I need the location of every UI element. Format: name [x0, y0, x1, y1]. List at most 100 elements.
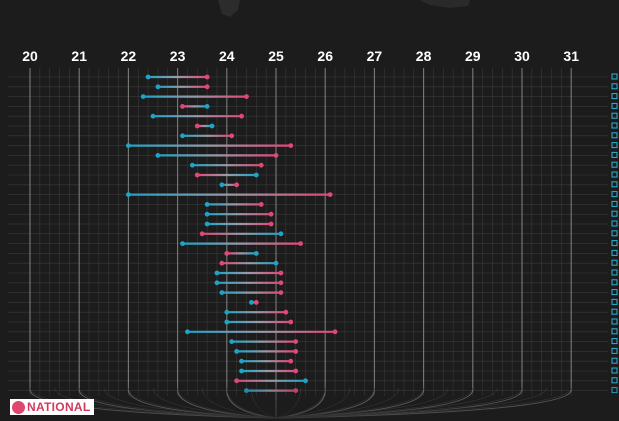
- end-point: [293, 339, 299, 344]
- start-point: [239, 368, 244, 374]
- end-point: [273, 153, 279, 158]
- end-point: [180, 104, 185, 109]
- start-point: [278, 231, 284, 237]
- end-point: [288, 358, 294, 364]
- start-point: [204, 202, 210, 207]
- brand-logo: NATIONAL: [10, 399, 94, 415]
- grid: [8, 68, 608, 396]
- edge-marker: [611, 73, 618, 80]
- start-point: [214, 280, 220, 286]
- end-point: [239, 113, 244, 119]
- start-point: [155, 153, 161, 158]
- end-point: [332, 329, 338, 335]
- end-point: [229, 133, 235, 139]
- edge-marker: [611, 338, 618, 345]
- start-point: [249, 300, 254, 305]
- end-point: [194, 172, 200, 178]
- end-point: [258, 162, 264, 168]
- edge-marker: [611, 200, 618, 207]
- edge-marker: [611, 269, 618, 276]
- end-point: [293, 349, 299, 354]
- x-tick-label: 22: [121, 48, 137, 64]
- end-point: [219, 260, 225, 266]
- start-point: [253, 172, 259, 178]
- edge-marker: [611, 298, 618, 305]
- start-point: [189, 162, 195, 168]
- axis-line: [275, 68, 523, 419]
- edge-marker: [611, 308, 618, 315]
- start-point: [145, 74, 151, 80]
- edge-marker: [611, 191, 618, 198]
- x-axis: 20 21 22 23 24 25 26 27 28 29 30 31: [22, 48, 579, 419]
- edge-marker: [611, 93, 618, 100]
- edge-marker: [611, 259, 618, 266]
- edge-marker: [611, 122, 618, 129]
- start-point: [185, 329, 190, 335]
- end-point: [288, 319, 294, 325]
- end-point: [298, 241, 303, 247]
- x-tick-label: 31: [563, 48, 579, 64]
- edge-marker: [611, 220, 618, 227]
- edge-marker: [611, 347, 618, 354]
- end-point: [268, 221, 274, 227]
- end-point: [327, 192, 333, 198]
- start-point: [204, 211, 210, 217]
- edge-marker: [611, 289, 618, 296]
- start-point: [239, 358, 244, 364]
- start-point: [234, 349, 240, 354]
- start-point: [219, 182, 225, 188]
- start-point: [125, 192, 131, 198]
- start-point: [224, 319, 230, 325]
- end-point: [199, 231, 205, 237]
- edge-marker: [611, 151, 618, 158]
- x-tick-label: 27: [367, 48, 383, 64]
- end-point: [288, 143, 294, 149]
- edge-marker: [611, 142, 618, 149]
- start-point: [150, 113, 156, 119]
- x-tick-label: 21: [71, 48, 87, 64]
- edge-marker: [611, 357, 618, 364]
- edge-marker: [611, 132, 618, 139]
- end-point: [258, 202, 264, 207]
- x-tick-label: 25: [268, 48, 284, 64]
- x-tick-label: 23: [170, 48, 186, 64]
- end-point: [278, 270, 284, 276]
- edge-marker: [611, 181, 618, 188]
- end-point: [204, 74, 210, 80]
- logo-text: NATIONAL: [27, 400, 91, 414]
- start-point: [204, 221, 210, 227]
- start-point: [209, 123, 215, 129]
- end-point: [293, 368, 299, 374]
- right-edge-markers: [611, 73, 618, 394]
- end-point: [283, 309, 289, 315]
- edge-marker: [611, 112, 618, 119]
- end-point: [234, 182, 240, 188]
- edge-marker: [611, 318, 618, 325]
- start-point: [125, 143, 131, 149]
- end-point: [268, 211, 274, 217]
- end-point: [204, 84, 210, 90]
- x-tick-label: 20: [22, 48, 38, 64]
- end-point: [244, 94, 249, 99]
- edge-marker: [611, 230, 618, 237]
- logo-icon: [12, 400, 25, 414]
- start-point: [180, 133, 185, 139]
- start-point: [155, 84, 161, 90]
- x-tick-label: 29: [465, 48, 481, 64]
- edge-marker: [611, 83, 618, 90]
- start-point: [214, 270, 220, 276]
- edge-marker: [611, 328, 618, 335]
- world-map-fragment: [218, 0, 470, 17]
- start-point: [204, 104, 210, 109]
- start-point: [273, 260, 279, 266]
- edge-marker: [611, 249, 618, 256]
- end-point: [253, 300, 259, 305]
- end-point: [278, 280, 284, 286]
- start-point: [224, 309, 230, 315]
- edge-marker: [611, 171, 618, 178]
- x-tick-label: 26: [317, 48, 333, 64]
- edge-marker: [611, 102, 618, 109]
- dumbbell-rows: [125, 74, 338, 393]
- start-point: [219, 290, 225, 295]
